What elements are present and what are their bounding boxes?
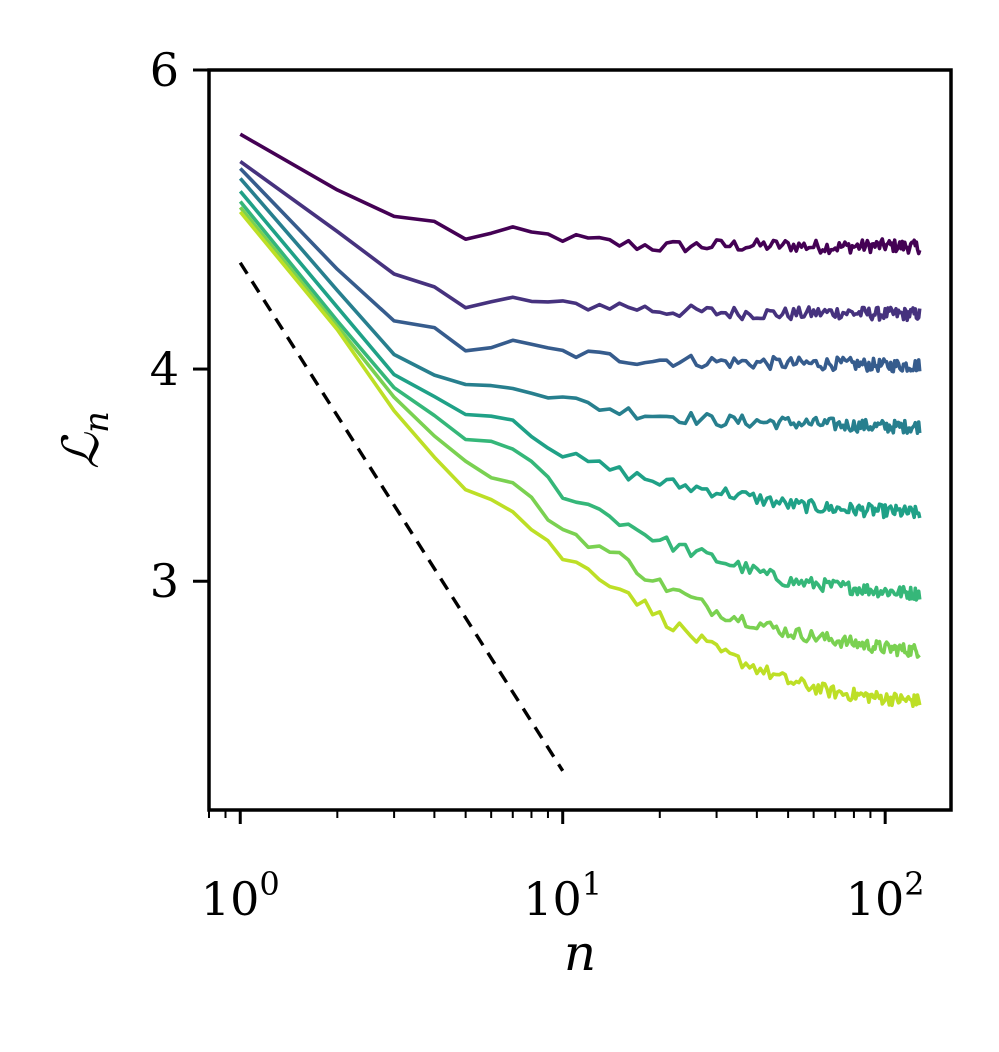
y-axis-label-subscript: n — [77, 411, 117, 433]
plot-frame — [207, 68, 953, 812]
series-layer — [238, 132, 922, 709]
series-line-8 — [238, 210, 922, 709]
y-tick-label: 6 — [150, 43, 179, 97]
series-line-6 — [238, 200, 922, 602]
x-tick-label: 101 — [523, 865, 602, 926]
x-axis-label: n — [564, 924, 596, 982]
reference-dashed-line — [238, 261, 565, 772]
y-tick-label: 4 — [150, 342, 179, 396]
y-axis-label-main: ℒ — [52, 432, 110, 469]
x-axis: 100 101 102 — [201, 810, 925, 926]
x-tick-label: 102 — [846, 865, 925, 926]
x-tick-label: 100 — [201, 865, 280, 926]
series-line-4 — [238, 177, 922, 436]
series-line-7 — [238, 206, 921, 659]
y-axis: 3 4 6 — [150, 43, 209, 608]
series-line-3 — [239, 167, 922, 374]
reference-layer — [238, 261, 565, 772]
y-axis-label: ℒn — [52, 411, 117, 469]
series-line-2 — [239, 160, 922, 323]
y-tick-label: 3 — [150, 554, 179, 608]
series-line-5 — [238, 190, 922, 520]
series-line-1 — [239, 132, 922, 256]
